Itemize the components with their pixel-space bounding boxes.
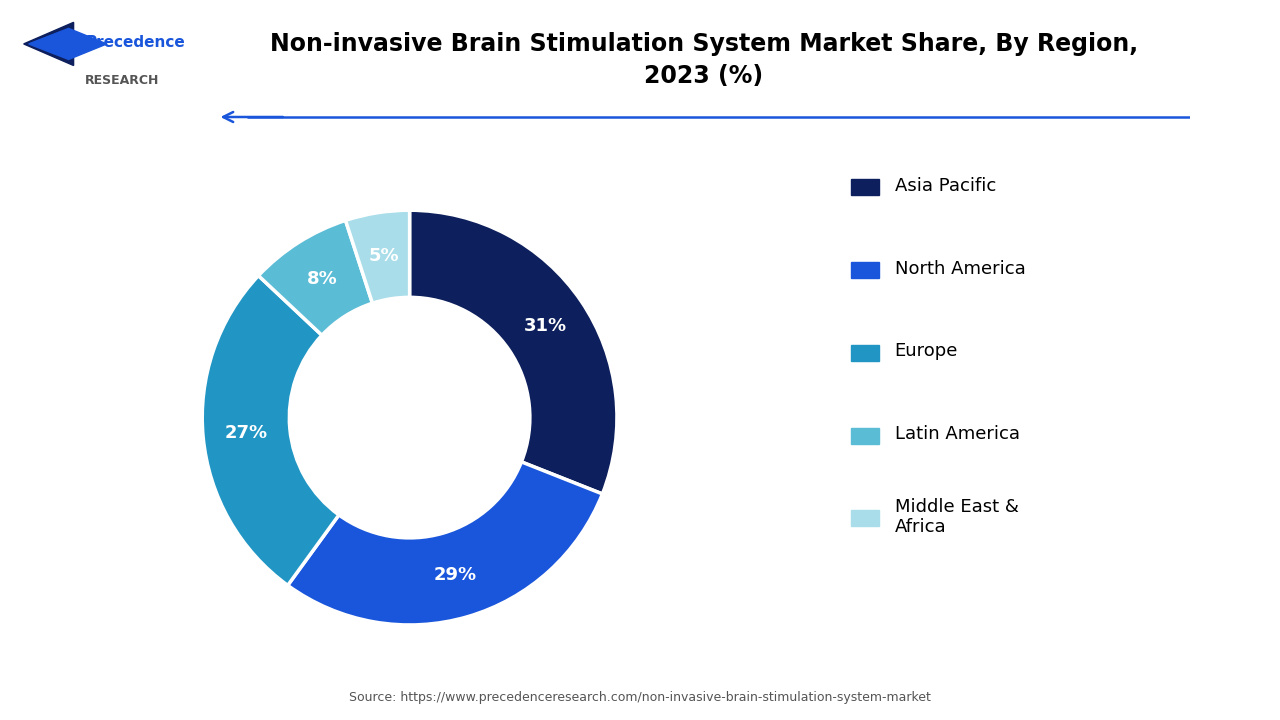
Text: Precedence: Precedence xyxy=(86,35,186,50)
Wedge shape xyxy=(259,220,372,336)
Polygon shape xyxy=(28,28,108,60)
Text: Source: https://www.precedenceresearch.com/non-invasive-brain-stimulation-system: Source: https://www.precedenceresearch.c… xyxy=(349,691,931,704)
Wedge shape xyxy=(346,210,410,303)
Polygon shape xyxy=(23,22,74,66)
Text: Middle East &
Africa: Middle East & Africa xyxy=(895,498,1019,536)
Text: 29%: 29% xyxy=(434,566,477,584)
Text: Asia Pacific: Asia Pacific xyxy=(895,176,996,194)
Text: 27%: 27% xyxy=(225,424,268,442)
Text: Non-invasive Brain Stimulation System Market Share, By Region,
2023 (%): Non-invasive Brain Stimulation System Ma… xyxy=(270,32,1138,88)
Text: 8%: 8% xyxy=(306,270,337,288)
Wedge shape xyxy=(288,462,603,625)
Text: 5%: 5% xyxy=(369,247,399,265)
Text: Latin America: Latin America xyxy=(895,425,1020,444)
Text: 31%: 31% xyxy=(524,317,567,335)
Text: RESEARCH: RESEARCH xyxy=(86,73,160,86)
Wedge shape xyxy=(202,276,339,585)
Wedge shape xyxy=(410,210,617,494)
Text: North America: North America xyxy=(895,259,1025,277)
Text: Europe: Europe xyxy=(895,343,959,360)
